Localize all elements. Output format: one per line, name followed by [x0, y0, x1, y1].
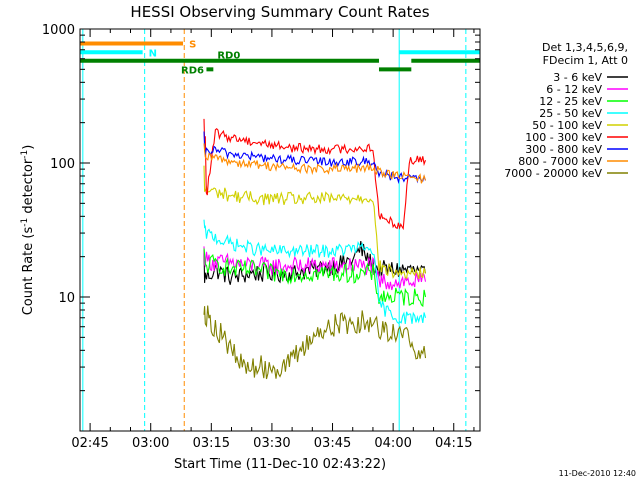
x-tick-label-3: 03:15 [193, 436, 230, 451]
x-tick-label-6: 04:00 [374, 436, 411, 451]
y-axis: 10 100 1000 [42, 23, 480, 392]
x-tick-label-2: 03:00 [132, 436, 169, 451]
y-axis-label: Count Rate (s-1 detector-1) [20, 145, 36, 316]
legend-entry-label-1: 3 - 6 keV [553, 71, 602, 84]
flag-label-rd0: RD0 [217, 51, 240, 62]
y-tick-label-3: 1000 [42, 23, 75, 38]
chart-title: HESSI Observing Summary Count Rates [130, 3, 429, 21]
series-line-25-50-kev [203, 219, 427, 325]
x-tick-label-4: 03:30 [253, 436, 290, 451]
series-line-300-800-kev [203, 131, 427, 185]
plot-content: S N RD6 RD0 [80, 29, 480, 431]
x-axis-label: Start Time (11-Dec-10 02:43:22) [174, 457, 386, 472]
x-axis: 02:45 03:00 03:15 03:30 03:45 04:00 04:15 [71, 29, 475, 451]
legend-entry-label-9: 7000 - 20000 keV [504, 167, 602, 180]
legend-entry-label-7: 300 - 800 keV [525, 143, 602, 156]
legend-header-line-2: FDecim 1, Att 0 [543, 54, 628, 67]
x-tick-label-7: 04:15 [435, 436, 472, 451]
series-line-6-12-kev [203, 246, 427, 291]
legend-entry-label-2: 6 - 12 keV [546, 83, 602, 96]
timestamp-stamp: 11-Dec-2010 12:40 [559, 469, 636, 478]
x-tick-label-5: 03:45 [314, 436, 351, 451]
y-tick-label-2: 100 [50, 157, 75, 172]
legend-entry-label-5: 50 - 100 keV [532, 119, 602, 132]
legend-entry-label-6: 100 - 300 keV [525, 131, 602, 144]
plot-frame [79, 28, 481, 432]
flag-label-n: N [149, 48, 157, 59]
series-line-12-25-kev [203, 248, 427, 308]
legend-entry-label-4: 25 - 50 keV [539, 107, 602, 120]
series-line-50-100-kev [203, 165, 427, 280]
flag-label-s: S [189, 39, 196, 50]
series-line-800-7000-kev [203, 143, 427, 184]
series-line-7000-20000-kev [203, 305, 427, 380]
legend: Det 1,3,4,5,6,9, FDecim 1, Att 0 3 - 6 k… [504, 41, 628, 180]
legend-entry-label-8: 800 - 7000 keV [518, 155, 602, 168]
y-tick-label-1: 10 [58, 291, 75, 306]
legend-entry-label-3: 12 - 25 keV [539, 95, 602, 108]
flag-label-rd6: RD6 [181, 65, 204, 76]
series-line-100-300-kev [203, 118, 427, 231]
legend-header-line-1: Det 1,3,4,5,6,9, [542, 41, 628, 54]
x-tick-label-1: 02:45 [71, 436, 108, 451]
